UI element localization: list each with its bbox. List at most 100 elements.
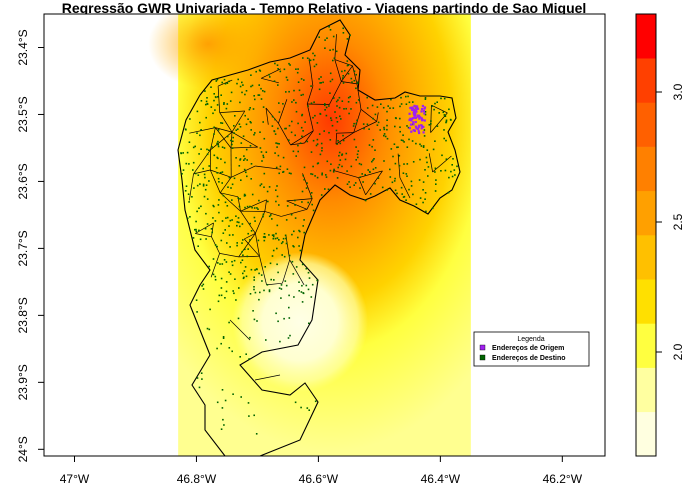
destination-point xyxy=(245,123,248,126)
destination-point xyxy=(239,126,242,128)
destination-point xyxy=(215,167,218,169)
destination-point xyxy=(283,317,285,320)
destination-point xyxy=(276,185,278,187)
destination-point xyxy=(313,101,315,103)
destination-point xyxy=(386,128,388,131)
destination-point xyxy=(407,126,410,129)
origin-point xyxy=(412,117,415,120)
destination-point xyxy=(259,184,262,187)
destination-point xyxy=(386,189,388,191)
destination-point xyxy=(355,101,358,104)
destination-point xyxy=(248,108,251,111)
destination-point xyxy=(244,157,246,160)
destination-point xyxy=(195,220,197,223)
destination-point xyxy=(262,215,264,218)
x-axis: 47°W 46.8°W 46.6°W 46.4°W 46.2°W xyxy=(60,455,583,486)
destination-point xyxy=(288,62,290,65)
district-boundary xyxy=(365,170,383,196)
district-boundary xyxy=(329,81,342,105)
origin-point xyxy=(414,109,417,112)
destination-point xyxy=(262,236,265,238)
destination-point xyxy=(296,71,299,74)
destination-point xyxy=(208,165,210,167)
destination-point xyxy=(308,409,310,411)
destination-point xyxy=(261,280,263,282)
destination-point xyxy=(415,203,418,205)
destination-point xyxy=(221,220,224,222)
destination-point xyxy=(322,81,324,84)
destination-point xyxy=(198,207,200,209)
destination-point xyxy=(294,401,297,404)
destination-point xyxy=(394,125,396,128)
origin-point xyxy=(416,105,419,108)
destination-point xyxy=(445,119,448,122)
district-boundary xyxy=(230,146,258,149)
destination-point xyxy=(278,172,280,175)
destination-point xyxy=(218,211,220,214)
destination-point xyxy=(313,65,316,68)
destination-point xyxy=(199,134,201,137)
destination-point xyxy=(331,124,334,127)
destination-point xyxy=(213,99,215,102)
destination-point xyxy=(195,230,198,233)
legend-label-origin: Endereços de Origem xyxy=(492,345,564,352)
destination-point xyxy=(221,122,224,124)
destination-point xyxy=(300,291,303,293)
destination-point xyxy=(194,145,196,148)
destination-point xyxy=(321,172,323,175)
origin-point xyxy=(418,131,421,135)
destination-point xyxy=(312,209,315,212)
destination-point xyxy=(319,153,322,156)
destination-point xyxy=(450,170,452,173)
destination-point xyxy=(210,228,213,230)
destination-point xyxy=(310,296,313,298)
destination-point xyxy=(280,242,283,245)
destination-point xyxy=(305,267,308,270)
destination-point xyxy=(241,81,243,84)
origin-point xyxy=(410,130,413,133)
destination-point xyxy=(394,162,397,165)
destination-point xyxy=(274,118,276,121)
destination-point xyxy=(201,285,203,287)
destination-point xyxy=(231,264,234,267)
destination-point xyxy=(240,396,242,398)
destination-point xyxy=(246,159,248,161)
destination-point xyxy=(263,233,266,235)
destination-point xyxy=(244,266,247,268)
destination-point xyxy=(338,96,341,99)
destination-point xyxy=(217,300,220,303)
destination-point xyxy=(262,90,264,92)
destination-point xyxy=(274,62,276,65)
destination-point xyxy=(426,149,429,151)
destination-point xyxy=(356,82,359,84)
destination-point xyxy=(197,245,199,247)
destination-point xyxy=(255,70,257,73)
destination-point xyxy=(260,98,263,100)
destination-point xyxy=(400,103,403,105)
destination-point xyxy=(297,81,300,83)
destination-point xyxy=(247,232,249,235)
destination-point xyxy=(304,121,306,123)
destination-point xyxy=(347,72,350,75)
destination-point xyxy=(324,109,326,111)
destination-point xyxy=(233,132,235,134)
destination-point xyxy=(251,206,253,209)
destination-point xyxy=(341,165,343,168)
destination-point xyxy=(450,119,452,121)
district-boundary xyxy=(332,169,359,179)
destination-point xyxy=(306,140,309,143)
origin-point xyxy=(413,104,416,107)
destination-point xyxy=(199,121,201,124)
destination-point xyxy=(250,163,253,165)
colorbar-band xyxy=(636,14,656,59)
destination-point xyxy=(217,204,220,206)
destination-point xyxy=(198,229,200,232)
destination-point xyxy=(199,183,201,185)
destination-point xyxy=(289,334,291,337)
destination-point xyxy=(303,166,306,169)
destination-point xyxy=(285,91,287,93)
destination-point xyxy=(396,146,398,149)
destination-point xyxy=(280,297,282,299)
destination-point xyxy=(217,157,219,160)
district-boundary xyxy=(334,34,337,60)
